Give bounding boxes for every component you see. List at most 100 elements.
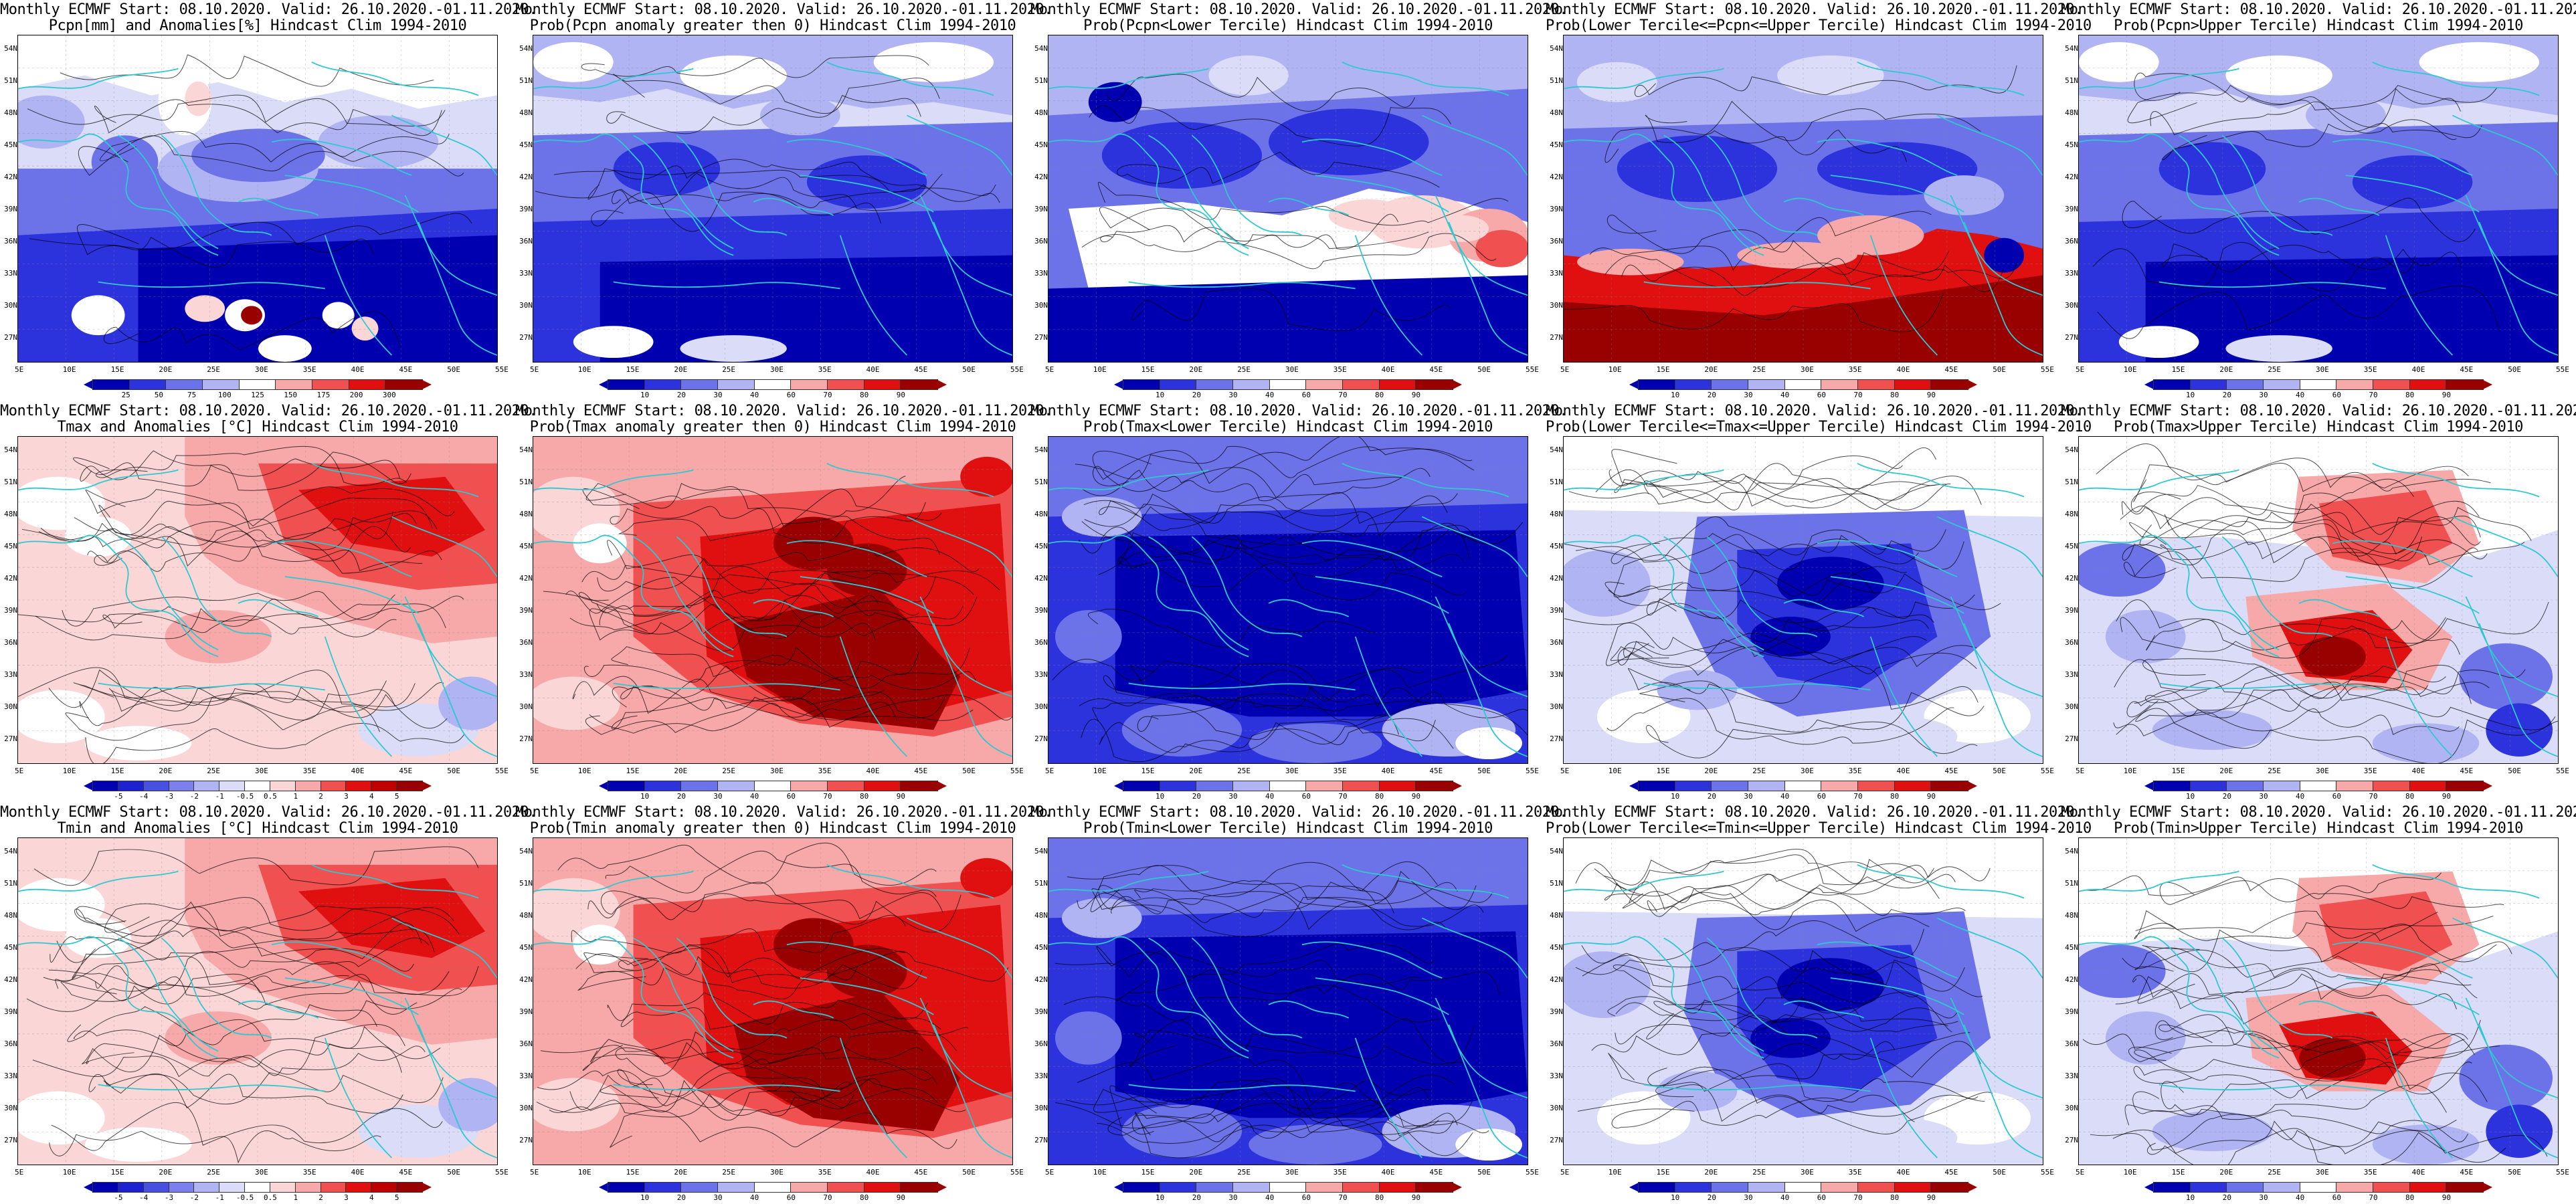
colorbar-tick-label: -5 (114, 792, 123, 801)
colorbar-tick-label: 80 (2405, 1193, 2415, 1202)
panel-title: Monthly ECMWF Start: 08.10.2020. Valid: … (1030, 1, 1568, 18)
lon-tick-label: 55E (2041, 767, 2054, 775)
colorbar-tick-label: 10 (1156, 391, 1165, 399)
colorbar-tick-label: 30 (1228, 1193, 1238, 1202)
lon-tick-label: 45E (2460, 365, 2474, 374)
lat-tick-label: 45N (4, 140, 17, 149)
map-panel: Monthly ECMWF Start: 08.10.2020. Valid: … (2061, 803, 2576, 1204)
colorbar-tick-label: 2 (318, 792, 323, 801)
colorbar-tick-label: 10 (640, 792, 650, 801)
colorbar (1629, 781, 1977, 791)
lat-tick-label: 27N (1550, 1136, 1563, 1144)
lon-tick-label: 45E (914, 1168, 928, 1177)
colorbar-tick-label: 40 (2296, 391, 2305, 399)
colorbar-tick-label: 30 (2259, 792, 2268, 801)
panel-title: Monthly ECMWF Start: 08.10.2020. Valid: … (515, 804, 1052, 821)
panel-subtitle: Tmax and Anomalies [°C] Hindcast Clim 19… (57, 419, 458, 435)
colorbar-tick-label: 70 (2369, 792, 2378, 801)
colorbar-tick-label: -2 (189, 1193, 199, 1202)
lat-tick-label: 39N (1550, 205, 1563, 213)
map-field (1048, 35, 1528, 362)
lat-tick-label: 42N (4, 173, 17, 181)
colorbar-tick-label: 10 (1671, 1193, 1680, 1202)
lat-tick-label: 39N (2065, 1007, 2078, 1016)
lon-tick-label: 5E (2076, 1168, 2085, 1177)
map-panel: Monthly ECMWF Start: 08.10.2020. Valid: … (515, 803, 1052, 1204)
lon-tick-label: 50E (2508, 767, 2522, 775)
lon-tick-label: 30E (770, 365, 784, 374)
lon-tick-label: 5E (530, 1168, 539, 1177)
lat-tick-label: 33N (4, 1072, 17, 1080)
lon-tick-label: 45E (2460, 1168, 2474, 1177)
lat-tick-label: 30N (1550, 702, 1563, 711)
lat-tick-label: 42N (1550, 975, 1563, 984)
colorbar-tick-label: 90 (1411, 391, 1420, 399)
lon-tick-label: 30E (1285, 365, 1299, 374)
lat-tick-label: 36N (1550, 1039, 1563, 1048)
lat-tick-label: 39N (1034, 205, 1048, 213)
lon-tick-label: 5E (1560, 1168, 1570, 1177)
colorbar-tick-label: 4 (369, 792, 374, 801)
lat-tick-label: 30N (519, 1104, 533, 1112)
lat-tick-label: 45N (1550, 943, 1563, 952)
map-panel: Monthly ECMWF Start: 08.10.2020. Valid: … (1546, 803, 2092, 1204)
lon-tick-label: 15E (2171, 767, 2185, 775)
colorbar-tick-label: 80 (860, 1193, 869, 1202)
map-panel: Monthly ECMWF Start: 08.10.2020. Valid: … (0, 0, 537, 401)
lon-tick-label: 55E (1010, 767, 1024, 775)
lat-tick-label: 51N (1550, 76, 1563, 85)
forecast-map (1048, 837, 1528, 1165)
colorbar-tick-label: 90 (2442, 1193, 2451, 1202)
lon-tick-label: 15E (1656, 767, 1670, 775)
map-field (18, 35, 497, 362)
lat-tick-label: 48N (2065, 911, 2078, 920)
colorbar-tick-label: 40 (1780, 391, 1790, 399)
lat-tick-label: 51N (2065, 879, 2078, 888)
lat-tick-label: 30N (4, 702, 17, 711)
lat-tick-label: 36N (519, 237, 533, 245)
lon-tick-label: 55E (1526, 1168, 1539, 1177)
forecast-map (1563, 837, 2043, 1165)
lon-tick-label: 35E (1333, 767, 1347, 775)
lon-tick-label: 35E (1333, 365, 1347, 374)
map-panel: Monthly ECMWF Start: 08.10.2020. Valid: … (1030, 803, 1568, 1204)
lon-tick-label: 10E (2123, 1168, 2137, 1177)
lat-tick-label: 33N (4, 670, 17, 679)
panel-subtitle: Prob(Tmax>Upper Tercile) Hindcast Clim 1… (2114, 419, 2523, 435)
lon-tick-label: 25E (207, 767, 221, 775)
colorbar (2144, 379, 2492, 390)
colorbar-tick-label: 70 (1338, 391, 1348, 399)
lat-tick-label: 33N (2065, 269, 2078, 278)
lat-tick-label: 33N (2065, 1072, 2078, 1080)
lat-tick-label: 51N (2065, 76, 2078, 85)
lat-tick-label: 30N (2065, 1104, 2078, 1112)
colorbar-tick-label: 30 (1744, 1193, 1753, 1202)
colorbar (2144, 1182, 2492, 1193)
lon-tick-label: 15E (1656, 1168, 1670, 1177)
lon-tick-label: 30E (255, 767, 268, 775)
lon-tick-label: 40E (1381, 365, 1395, 374)
lon-tick-label: 55E (495, 767, 509, 775)
colorbar-tick-label: 20 (1192, 792, 1201, 801)
lon-tick-label: 40E (1896, 1168, 1910, 1177)
lat-tick-label: 39N (519, 1007, 533, 1016)
lat-tick-label: 39N (4, 606, 17, 615)
lon-tick-label: 50E (2508, 365, 2522, 374)
panel-subtitle: Prob(Tmin>Upper Tercile) Hindcast Clim 1… (2114, 820, 2523, 837)
lon-tick-label: 35E (302, 365, 316, 374)
lon-tick-label: 50E (962, 1168, 976, 1177)
lon-tick-label: 40E (1381, 767, 1395, 775)
lon-tick-label: 40E (2411, 767, 2425, 775)
panel-subtitle: Prob(Pcpn>Upper Tercile) Hindcast Clim 1… (2114, 17, 2523, 34)
lat-tick-label: 48N (2065, 510, 2078, 518)
lon-tick-label: 5E (530, 767, 539, 775)
panel-title: Monthly ECMWF Start: 08.10.2020. Valid: … (2061, 403, 2576, 419)
lon-tick-label: 25E (2268, 365, 2282, 374)
map-field (533, 437, 1012, 763)
lon-tick-label: 5E (1045, 767, 1054, 775)
colorbar-tick-label: 80 (1375, 792, 1384, 801)
map-panel: Monthly ECMWF Start: 08.10.2020. Valid: … (1030, 401, 1568, 803)
lon-tick-label: 40E (1381, 1168, 1395, 1177)
lat-tick-label: 39N (1034, 1007, 1048, 1016)
lat-tick-label: 33N (519, 269, 533, 278)
